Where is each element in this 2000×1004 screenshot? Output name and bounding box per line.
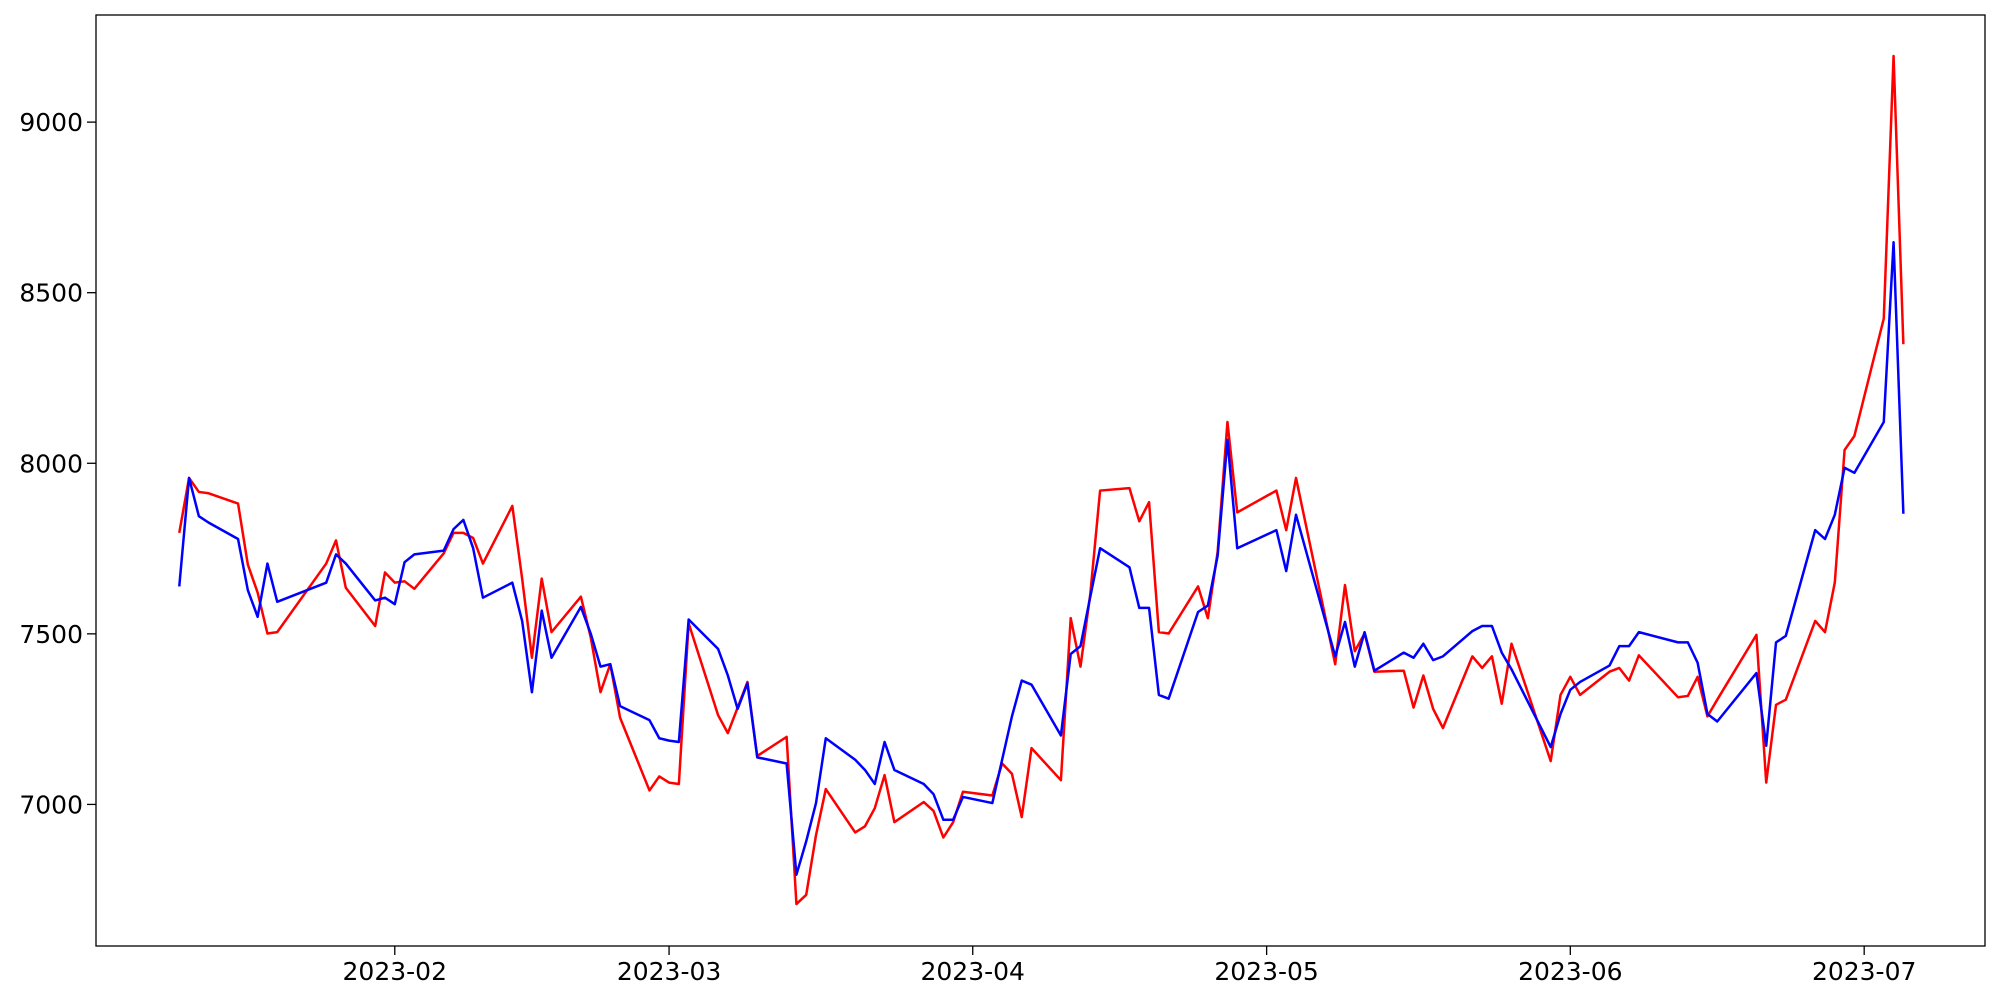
y-tick-label: 7500 bbox=[19, 620, 83, 649]
y-tick-label: 9000 bbox=[19, 108, 83, 137]
y-tick-label: 8000 bbox=[19, 449, 83, 478]
series-line bbox=[178, 240, 1905, 876]
series-line bbox=[178, 54, 1905, 906]
plot-frame bbox=[95, 14, 1986, 947]
y-tick-label: 7000 bbox=[19, 790, 83, 819]
y-tick-label: 8500 bbox=[19, 279, 83, 308]
x-tick-label: 2023-04 bbox=[921, 957, 1025, 986]
x-tick-label: 2023-02 bbox=[343, 957, 447, 986]
x-tick-label: 2023-05 bbox=[1214, 957, 1318, 986]
x-tick-label: 2023-07 bbox=[1812, 957, 1916, 986]
x-tick-label: 2023-03 bbox=[617, 957, 721, 986]
x-tick-label: 2023-06 bbox=[1518, 957, 1622, 986]
